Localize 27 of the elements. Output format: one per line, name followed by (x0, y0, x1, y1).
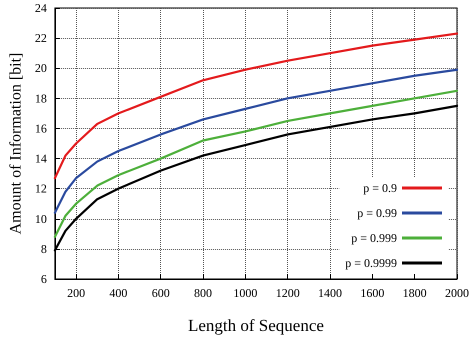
y-tick-label: 6 (40, 272, 47, 286)
y-tick-label: 10 (34, 212, 47, 226)
x-tick-label: 200 (67, 286, 86, 300)
legend-label: p = 0.9 (363, 181, 397, 195)
y-tick-label: 16 (34, 121, 47, 136)
x-axis-title: Length of Sequence (188, 316, 324, 335)
x-tick-label: 1400 (318, 286, 342, 300)
y-tick-label: 12 (34, 182, 47, 196)
y-tick-label: 8 (40, 242, 47, 256)
legend-label: p = 0.9999 (345, 256, 397, 270)
x-tick-label: 1600 (360, 286, 384, 300)
y-tick-label: 20 (34, 61, 47, 76)
y-tick-label: 18 (34, 91, 47, 106)
x-tick-label: 1800 (402, 286, 427, 300)
line-series (54, 32, 458, 180)
y-tick-label: 14 (34, 152, 47, 166)
x-tick-label: 1200 (276, 286, 300, 300)
x-tick-label: 2000 (445, 286, 469, 300)
y-tick-label: 24 (34, 1, 47, 15)
y-tick-label: 22 (34, 31, 47, 46)
x-tick-label: 1000 (233, 286, 258, 300)
legend-label: p = 0.99 (357, 206, 397, 220)
x-tick-label: 800 (194, 286, 212, 300)
legend-label: p = 0.999 (351, 231, 397, 245)
y-axis-title: Amount of Information [bit] (8, 52, 24, 234)
x-tick-label: 600 (152, 286, 170, 300)
x-tick-label: 400 (109, 286, 128, 300)
